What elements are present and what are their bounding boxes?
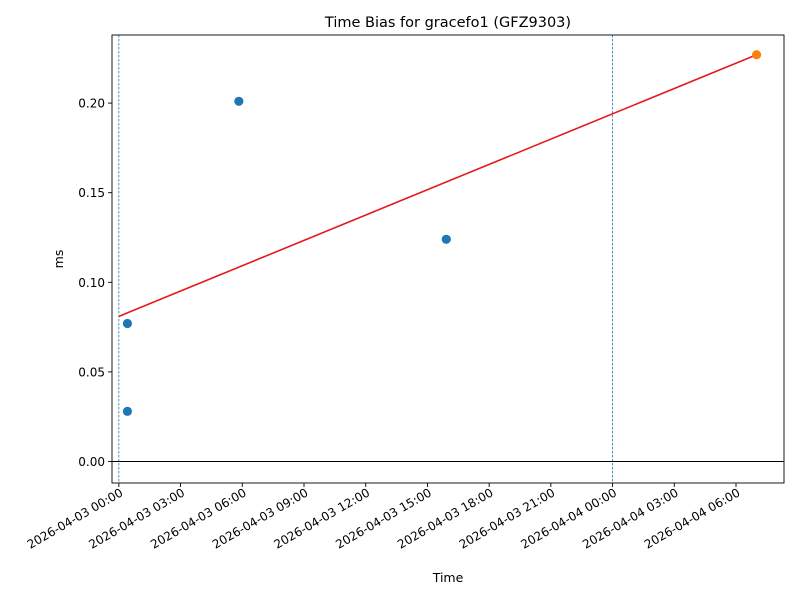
x-axis-label: Time (432, 570, 464, 585)
y-tick-label-0: 0.00 (78, 455, 105, 469)
trend-line (118, 53, 757, 318)
plot-area (111, 34, 785, 484)
plot-frame (111, 34, 785, 484)
y-tick-label-4: 0.20 (78, 97, 105, 111)
data-point-s0-2 (234, 96, 244, 106)
data-point-s0-0 (122, 318, 133, 329)
y-tick-label-2: 0.10 (78, 276, 105, 290)
y-tick-label-3: 0.15 (78, 186, 105, 200)
data-point-s0-3 (441, 234, 451, 244)
y-axis-label: ms (51, 250, 66, 269)
data-point-s1-0 (751, 50, 762, 60)
y-tick-label-1: 0.05 (78, 365, 105, 379)
data-point-s0-1 (122, 406, 133, 416)
chart-title: Time Bias for gracefo1 (GFZ9303) (324, 15, 571, 31)
